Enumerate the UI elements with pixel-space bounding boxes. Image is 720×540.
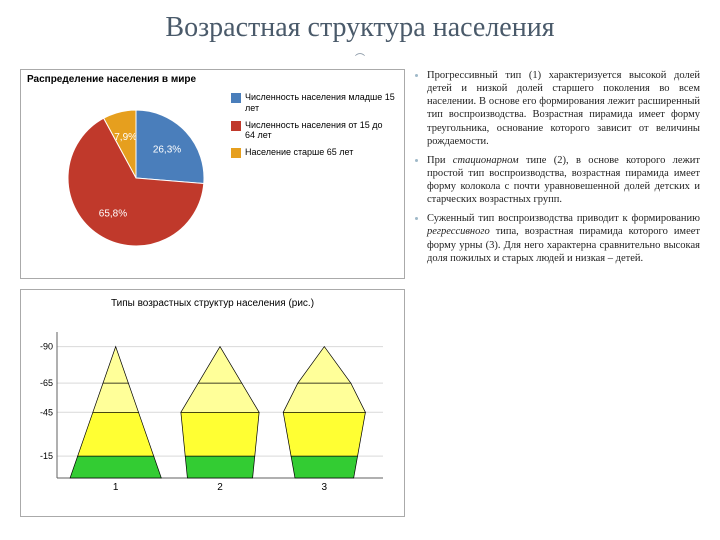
pie-chart: 7,9% 26,3% 65,8% (41, 98, 231, 268)
x-tick-label: 3 (322, 482, 328, 493)
pyramid-band (78, 412, 154, 456)
slide-title: Возрастная структура населения (20, 12, 700, 44)
x-tick-label: 1 (113, 482, 119, 493)
pie-slice-label: 7,9% (114, 132, 137, 143)
pyramid-band (103, 347, 128, 384)
description-column: Прогрессивный тип (1) характеризуется вы… (405, 69, 700, 517)
pyramid-band (181, 412, 259, 456)
legend-item: Численность населения от 15 до 64 лет (231, 120, 395, 142)
ornament: ⌒ (20, 50, 700, 65)
pyramid-band (283, 412, 365, 456)
pie-slice-label: 65,8% (99, 208, 127, 219)
legend-swatch (231, 121, 241, 131)
pyramid-band (181, 383, 259, 412)
description-list: Прогрессивный тип (1) характеризуется вы… (413, 69, 700, 265)
pie-chart-block: Распределение населения в мире 7,9% 26,3%… (20, 69, 405, 279)
y-tick-label: -15 (40, 451, 53, 461)
pie-chart-title: Распределение населения в мире (27, 74, 196, 85)
charts-column: Распределение населения в мире 7,9% 26,3%… (20, 69, 405, 517)
legend-item: Численность населения младше 15 лет (231, 92, 395, 114)
pyramid-chart-block: Типы возрастных структур населения (рис.… (20, 289, 405, 517)
pyramid-band (93, 383, 139, 412)
pyramid-band (283, 383, 365, 412)
pyramid-band (291, 456, 358, 478)
y-tick-label: -90 (40, 342, 53, 352)
pyramid-band (185, 456, 255, 478)
pyramid-band (298, 347, 351, 384)
content-row: Распределение населения в мире 7,9% 26,3%… (20, 69, 700, 517)
pyramid-band (198, 347, 241, 384)
pyramid-chart-title: Типы возрастных структур населения (рис.… (21, 298, 404, 309)
legend-label: Население старше 65 лет (245, 147, 353, 158)
pyramid-band (70, 456, 161, 478)
pyramid-chart: -15 -45 -65 -90 1 2 3 (29, 326, 399, 506)
legend-label: Численность населения от 15 до 64 лет (245, 120, 395, 142)
pie-legend: Численность населения младше 15 лет Числе… (231, 92, 395, 164)
pie-slice-label: 26,3% (153, 144, 181, 155)
description-item: Прогрессивный тип (1) характеризуется вы… (427, 69, 700, 148)
legend-swatch (231, 148, 241, 158)
legend-label: Численность населения младше 15 лет (245, 92, 395, 114)
legend-swatch (231, 93, 241, 103)
x-tick-label: 2 (217, 482, 223, 493)
legend-item: Население старше 65 лет (231, 147, 395, 158)
description-item: При стационарном типе (2), в основе кото… (427, 154, 700, 207)
description-item: Суженный тип воспроизводства приводит к … (427, 212, 700, 265)
y-tick-label: -65 (40, 378, 53, 388)
y-tick-label: -45 (40, 407, 53, 417)
